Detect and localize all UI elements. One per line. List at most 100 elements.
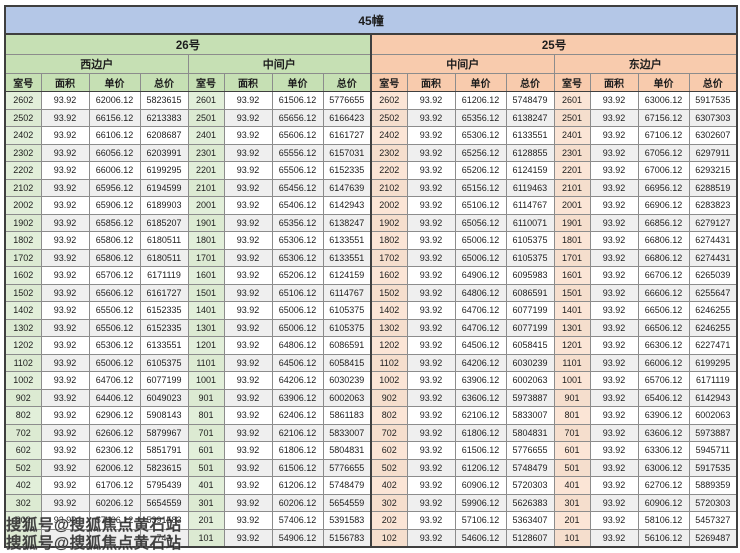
room-cell: 501: [187, 458, 225, 477]
unit-price-cell: 66006.12: [637, 353, 690, 372]
room-cell: 602: [4, 441, 42, 460]
total-price-cell: 6161727: [139, 283, 189, 302]
total-price-cell: 6077199: [139, 371, 189, 390]
area-cell: 93.92: [223, 336, 273, 355]
unit-price-cell: 63606.12: [637, 423, 690, 442]
unit-price-cell: 65806.12: [88, 248, 141, 267]
unit-header-26-middle: 中间户: [187, 54, 372, 74]
area-cell: 93.92: [223, 91, 273, 110]
room-cell: 2102: [4, 178, 42, 197]
total-price-cell: 6171119: [688, 371, 738, 390]
unit-price-cell: 65406.12: [271, 196, 324, 215]
unit-price-cell: 65206.12: [271, 266, 324, 285]
room-cell: 502: [370, 458, 408, 477]
room-cell: 902: [4, 388, 42, 407]
total-price-cell: 6119463: [505, 178, 555, 197]
area-cell: 93.92: [406, 178, 456, 197]
total-price-cell: 6297911: [688, 143, 738, 162]
area-cell: 93.92: [589, 213, 639, 232]
table-row: 2302 93.92 66056.12 6203991 2301 93.92 65556.1…: [4, 143, 738, 162]
unit-price-cell: 63006.12: [637, 91, 690, 110]
room-cell: 2402: [4, 126, 42, 145]
table-row: 1502 93.92 65606.12 6161727 1501 93.92 65106.1…: [4, 283, 738, 302]
total-price-cell: 6307303: [688, 108, 738, 127]
total-price-cell: 6166423: [322, 108, 372, 127]
room-cell: 1702: [4, 248, 42, 267]
total-price-cell: 6110071: [505, 213, 555, 232]
unit-price-cell: 65306.12: [88, 336, 141, 355]
total-price-cell: 5833007: [322, 423, 372, 442]
room-cell: 302: [4, 493, 42, 512]
area-cell: 93.92: [223, 108, 273, 127]
unit-price-cell: 66806.12: [637, 248, 690, 267]
room-cell: 901: [553, 388, 591, 407]
total-price-cell: 6265039: [688, 266, 738, 285]
unit-price-cell: 65956.12: [88, 178, 141, 197]
room-cell: 1501: [553, 283, 591, 302]
col-header-area: 面积: [40, 73, 90, 92]
room-cell: 1102: [370, 353, 408, 372]
unit-price-cell: 65806.12: [88, 231, 141, 250]
unit-price-cell: 62106.12: [271, 423, 324, 442]
area-cell: 93.92: [40, 178, 90, 197]
room-cell: 2001: [187, 196, 225, 215]
room-cell: 2402: [370, 126, 408, 145]
unit-price-cell: 66156.12: [88, 108, 141, 127]
unit-price-cell: 65256.12: [454, 143, 507, 162]
area-cell: 93.92: [40, 476, 90, 495]
col-header-room: 室号: [4, 73, 42, 92]
room-cell: 2301: [553, 143, 591, 162]
table-row: 302 93.92 60206.12 5654559 301 93.92 60206.12 5…: [4, 493, 738, 512]
unit-price-cell: 66856.12: [637, 213, 690, 232]
unit-price-cell: 63006.12: [637, 458, 690, 477]
area-cell: 93.92: [223, 213, 273, 232]
area-cell: 93.92: [589, 178, 639, 197]
room-cell: 702: [370, 423, 408, 442]
room-cell: 1201: [553, 336, 591, 355]
table-row: 2002 93.92 65906.12 6189903 2001 93.92 65406.1…: [4, 196, 738, 215]
area-cell: 93.92: [589, 301, 639, 320]
unit-price-cell: 61506.12: [454, 441, 507, 460]
room-cell: 701: [187, 423, 225, 442]
total-price-cell: 6185207: [139, 213, 189, 232]
col-header-unit-price: 单价: [271, 73, 324, 92]
total-price-cell: 5973887: [688, 423, 738, 442]
total-price-cell: 5748479: [322, 476, 372, 495]
total-price-cell: 5861183: [322, 406, 372, 425]
area-cell: 93.92: [223, 196, 273, 215]
total-price-cell: 5748479: [505, 91, 555, 110]
unit-price-cell: 61706.12: [88, 476, 141, 495]
area-cell: 93.92: [589, 458, 639, 477]
unit-price-cell: 63906.12: [271, 388, 324, 407]
unit-price-cell: 63906.12: [637, 406, 690, 425]
total-price-cell: 6138247: [505, 108, 555, 127]
total-price-cell: 6157031: [322, 143, 372, 162]
total-price-cell: 6194599: [139, 178, 189, 197]
area-cell: 93.92: [40, 143, 90, 162]
total-price-cell: 6124159: [505, 161, 555, 180]
unit-price-cell: 62406.12: [271, 406, 324, 425]
total-price-cell: 6138247: [322, 213, 372, 232]
unit-price-cell: 67156.12: [637, 108, 690, 127]
unit-price-cell: 67106.12: [637, 126, 690, 145]
area-cell: 93.92: [40, 161, 90, 180]
room-cell: 1802: [370, 231, 408, 250]
area-cell: 93.92: [589, 126, 639, 145]
col-header-unit-price: 单价: [88, 73, 141, 92]
area-cell: 93.92: [406, 283, 456, 302]
total-price-cell: 6279127: [688, 213, 738, 232]
table-title-row: 45幢: [4, 5, 738, 35]
unit-price-cell: 61506.12: [271, 458, 324, 477]
total-price-cell: 6171119: [139, 266, 189, 285]
area-cell: 93.92: [589, 283, 639, 302]
area-cell: 93.92: [589, 336, 639, 355]
unit-price-cell: 54906.12: [271, 528, 324, 547]
area-cell: 93.92: [406, 108, 456, 127]
total-price-cell: 6105375: [139, 353, 189, 372]
unit-price-cell: 66506.12: [637, 301, 690, 320]
area-cell: 93.92: [223, 178, 273, 197]
room-cell: 1701: [187, 248, 225, 267]
unit-price-cell: 60206.12: [88, 493, 141, 512]
total-price-cell: 6302607: [688, 126, 738, 145]
unit-price-cell: 64506.12: [454, 336, 507, 355]
